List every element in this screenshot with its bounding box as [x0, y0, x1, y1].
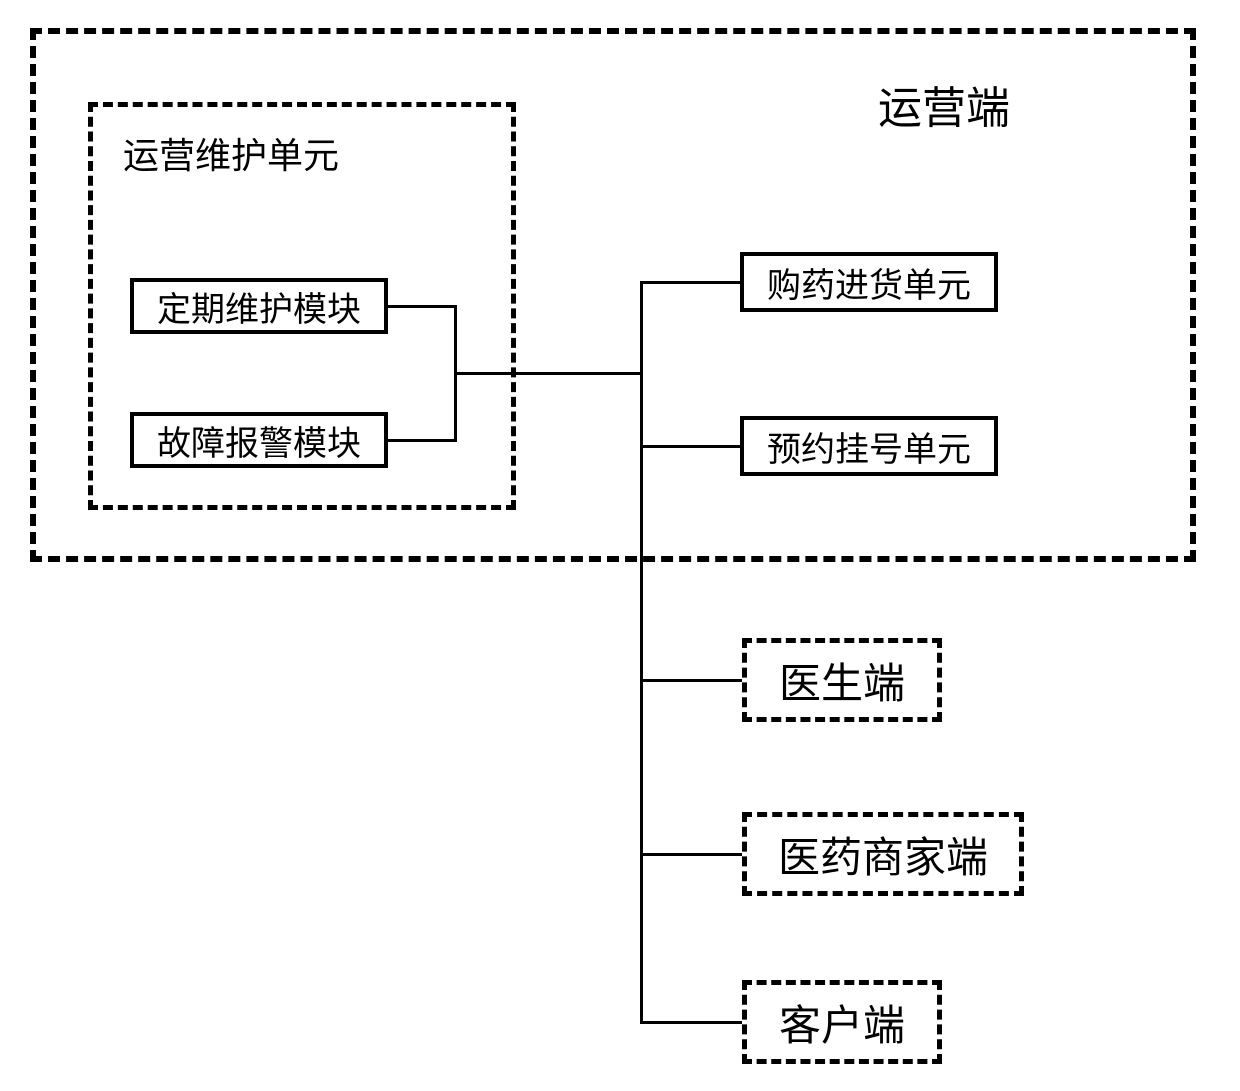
fault-alarm-label: 故障报警模块: [157, 416, 361, 465]
doctor-end-label: 医生端: [779, 650, 905, 711]
client-end-box: 客户端: [742, 980, 942, 1064]
periodic-maintenance-label: 定期维护模块: [157, 282, 361, 331]
maintenance-unit-title: 运营维护单元: [123, 127, 339, 179]
fault-alarm-module: 故障报警模块: [130, 412, 388, 468]
connector-line: [640, 1021, 742, 1024]
medicine-purchase-label: 购药进货单元: [767, 258, 971, 307]
doctor-end-box: 医生端: [742, 638, 942, 722]
diagram-stage: 运营端 运营维护单元 定期维护模块 故障报警模块 购药进货单元 预约挂号单元 医…: [0, 0, 1240, 1091]
connector-line: [388, 305, 454, 308]
pharmacy-merchant-label: 医药商家端: [778, 824, 988, 885]
client-end-label: 客户端: [779, 992, 905, 1053]
connector-line: [640, 281, 740, 284]
periodic-maintenance-module: 定期维护模块: [130, 278, 388, 334]
connector-line: [388, 439, 454, 442]
connector-line: [640, 448, 643, 1021]
connector-line: [640, 679, 742, 682]
connector-line: [640, 281, 643, 448]
medicine-purchase-unit: 购药进货单元: [740, 252, 998, 312]
operations-end-title: 运营端: [878, 72, 1010, 136]
connector-line: [640, 853, 742, 856]
pharmacy-merchant-box: 医药商家端: [742, 812, 1024, 896]
appointment-register-label: 预约挂号单元: [767, 422, 971, 471]
connector-line: [454, 372, 640, 375]
connector-line: [640, 445, 740, 448]
appointment-register-unit: 预约挂号单元: [740, 416, 998, 476]
